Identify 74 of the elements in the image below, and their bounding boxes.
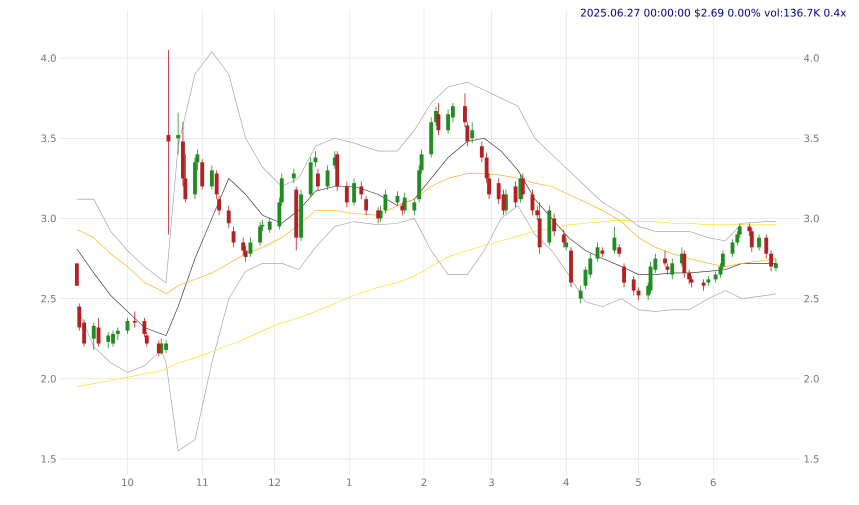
- candlestick: [562, 229, 566, 248]
- candlestick: [156, 340, 161, 357]
- candlestick: [396, 190, 400, 206]
- candlestick: [352, 178, 356, 206]
- x-tick-label: 10: [122, 478, 134, 486]
- candlestick: [126, 317, 130, 334]
- x-tick-label: 1: [347, 478, 352, 486]
- candlestick: [232, 226, 236, 248]
- candlestick: [316, 168, 320, 192]
- candlestick: [268, 218, 272, 234]
- x-tick-label: 3: [489, 478, 494, 486]
- candlestick: [210, 165, 214, 190]
- candlestick: [116, 327, 120, 341]
- candlestick: [166, 50, 170, 235]
- x-tick-label: 2: [422, 478, 426, 486]
- candlestick: [687, 269, 692, 285]
- candlestick: [470, 122, 474, 144]
- y-tick-label: 2.5: [41, 294, 56, 302]
- candlestick: [436, 102, 440, 136]
- candlestick: [480, 141, 484, 163]
- chart-title: 2025.06.27 00:00:00 $2.69 0.00% vol:136.7K 0.4x: [580, 8, 846, 18]
- candlestick: [359, 181, 364, 200]
- candlestick: [564, 237, 568, 251]
- candlestick: [622, 262, 626, 288]
- y2-tick-label: 2.5: [804, 294, 819, 302]
- y-tick-label: 3.0: [41, 214, 56, 222]
- candlestick: [258, 221, 262, 246]
- candlestick: [757, 234, 761, 251]
- candlestick: [714, 270, 718, 283]
- y-tick-label: 4.0: [41, 54, 56, 62]
- candlestick: [514, 181, 518, 208]
- candlestick: [552, 213, 556, 236]
- candlestick: [702, 278, 706, 291]
- candlestick: [612, 226, 616, 254]
- x-tick-label: 4: [563, 478, 569, 486]
- candlestick: [96, 317, 101, 348]
- x-tick-label: 12: [269, 478, 280, 486]
- candlestick: [636, 286, 640, 301]
- candlestick: [706, 276, 710, 286]
- candlestick: [682, 250, 686, 278]
- candlestick: [400, 202, 404, 216]
- candlestick: [376, 206, 380, 224]
- candlestick: [530, 189, 534, 216]
- candlestick: [383, 189, 388, 214]
- x-tick-label: 5: [636, 478, 641, 486]
- candlestick: [364, 196, 368, 216]
- candlestick: [248, 237, 252, 258]
- candlestick: [74, 262, 79, 286]
- candlestick: [769, 250, 773, 272]
- candlestick: [600, 246, 604, 258]
- candlestick: [596, 242, 600, 262]
- y2-tick-label: 4.0: [804, 54, 819, 62]
- line-series: [76, 205, 776, 452]
- candlestick: [412, 198, 416, 216]
- candlestick: [344, 181, 349, 208]
- x-tick-label: 6: [710, 478, 716, 486]
- candlestick: [314, 150, 318, 168]
- candlestick: [176, 112, 180, 155]
- y-tick-label: 2.0: [41, 374, 56, 383]
- x-tick-label: 11: [196, 478, 208, 486]
- y2-tick-label: 1.5: [804, 455, 819, 463]
- candlestick: [578, 285, 583, 304]
- candlestick: [326, 165, 330, 190]
- y2-tick-label: 2.0: [804, 374, 819, 383]
- y-tick-label: 1.5: [42, 455, 56, 463]
- candlestick: [520, 173, 525, 200]
- candlestick: [292, 168, 296, 184]
- candlestick: [164, 340, 168, 354]
- y2-tick-label: 3.5: [804, 134, 819, 142]
- y2-tick-label: 3.0: [804, 214, 819, 222]
- candlestick: [730, 238, 734, 258]
- y-tick-label: 3.5: [41, 134, 56, 142]
- candlestick: [764, 234, 768, 259]
- candlestick: [774, 258, 778, 272]
